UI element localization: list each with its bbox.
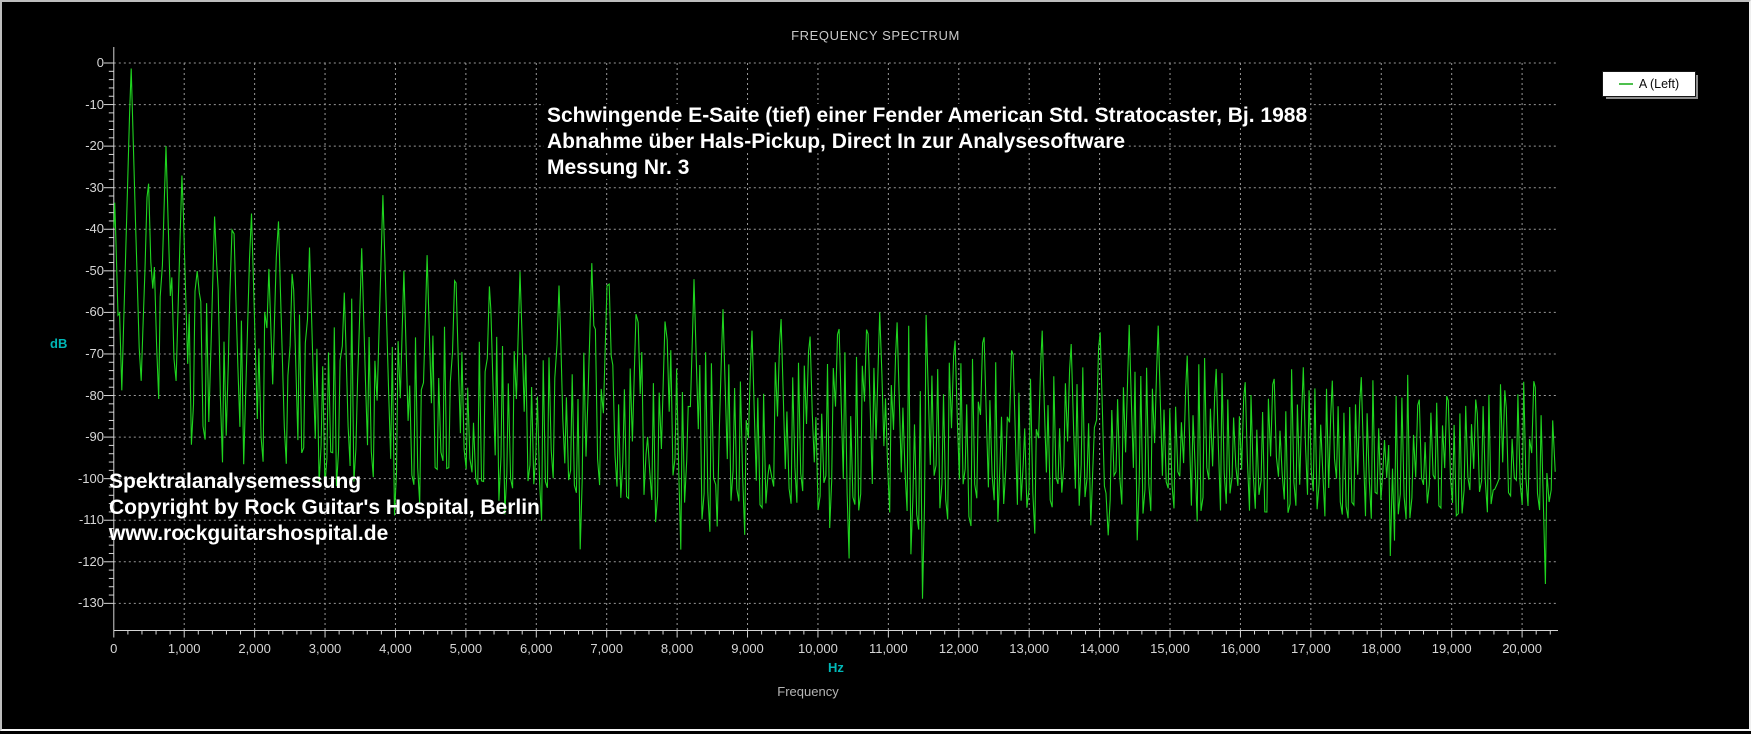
chart-title: FREQUENCY SPECTRUM <box>791 28 960 43</box>
x-tick-label: 15,000 <box>1150 641 1190 656</box>
y-tick-label: -50 <box>85 262 104 278</box>
x-tick-label: 2,000 <box>238 641 271 656</box>
x-tick-label: 7,000 <box>590 641 623 656</box>
y-tick-label: 0 <box>96 55 104 70</box>
y-tick-label: -40 <box>85 221 104 237</box>
y-tick-label: -120 <box>77 553 104 569</box>
y-tick-label: -70 <box>85 345 104 361</box>
x-axis-title: Frequency <box>777 684 839 699</box>
legend-series-label: A (Left) <box>1638 77 1680 91</box>
y-tick-label: -110 <box>78 512 104 528</box>
x-tick-label: 3,000 <box>308 641 342 656</box>
annotation-line: Abnahme über Hals-Pickup, Direct In zur … <box>544 129 1310 155</box>
annotation-line: Spektralanalysemessung <box>109 470 362 493</box>
x-axis-unit-label: Hz <box>828 660 844 675</box>
x-tick-label: 5,000 <box>449 641 483 656</box>
x-tick-label: 14,000 <box>1079 641 1120 656</box>
x-tick-label: 0 <box>110 641 118 656</box>
x-tick-label: 6,000 <box>520 641 553 656</box>
y-tick-label: -10 <box>85 96 104 112</box>
spectrum-trace <box>113 68 1556 599</box>
y-axis-unit-label: dB <box>50 336 68 351</box>
x-tick-label: 11,000 <box>868 641 908 656</box>
x-tick-label: 20,000 <box>1502 641 1542 656</box>
gridlines <box>113 62 1558 631</box>
x-tick-label: 9,000 <box>731 641 764 656</box>
annotation-line: Schwingende E-Saite (tief) einer Fender … <box>544 103 1311 129</box>
x-tick-label: 17,000 <box>1290 641 1331 656</box>
y-tick-label: -90 <box>85 429 104 445</box>
x-tick-label: 12,000 <box>938 641 979 656</box>
x-tick-label: 8,000 <box>660 641 694 656</box>
x-tick-label: 16,000 <box>1220 641 1261 656</box>
axes-and-ticks <box>103 47 1558 638</box>
y-tick-label: -30 <box>85 179 104 195</box>
y-tick-label: -80 <box>85 387 104 403</box>
legend-series-swatch <box>1618 83 1633 85</box>
y-tick-label: -60 <box>85 304 104 320</box>
annotation-line: www.rockguitarshospital.de <box>109 521 389 545</box>
x-tick-label: 4,000 <box>379 641 412 656</box>
x-tick-label: 18,000 <box>1361 641 1402 656</box>
y-tick-label: -130 <box>77 595 104 611</box>
y-tick-label: -100 <box>77 470 104 486</box>
y-tick-label: -20 <box>85 138 104 154</box>
annotation-copyright: Spektralanalysemessung Copyright by Rock… <box>109 469 540 546</box>
legend[interactable]: A (Left) <box>1602 71 1696 97</box>
annotation-line: Copyright by Rock Guitar's Hospital, Ber… <box>109 495 540 519</box>
x-tick-label: 10,000 <box>798 641 838 656</box>
annotation-measurement-info: Schwingende E-Saite (tief) einer Fender … <box>544 103 1311 181</box>
annotation-line: Messung Nr. 3 <box>544 155 1310 181</box>
x-tick-label: 19,000 <box>1431 641 1472 656</box>
x-tick-label: 1,000 <box>167 641 201 656</box>
x-tick-label: 13,000 <box>1009 641 1050 656</box>
